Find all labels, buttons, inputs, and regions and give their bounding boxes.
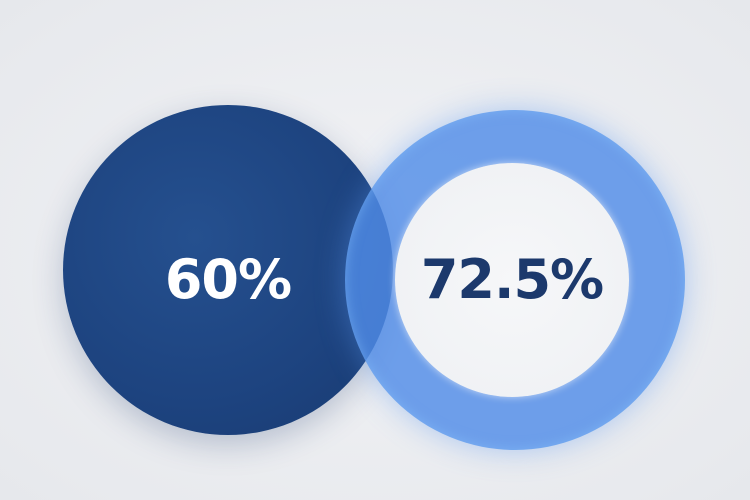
ring-inner-circle: [395, 163, 629, 397]
value-72-5-percent: 72.5%: [420, 248, 604, 311]
value-60-percent: 60%: [164, 248, 292, 311]
dark-blue-circle: [63, 105, 393, 435]
